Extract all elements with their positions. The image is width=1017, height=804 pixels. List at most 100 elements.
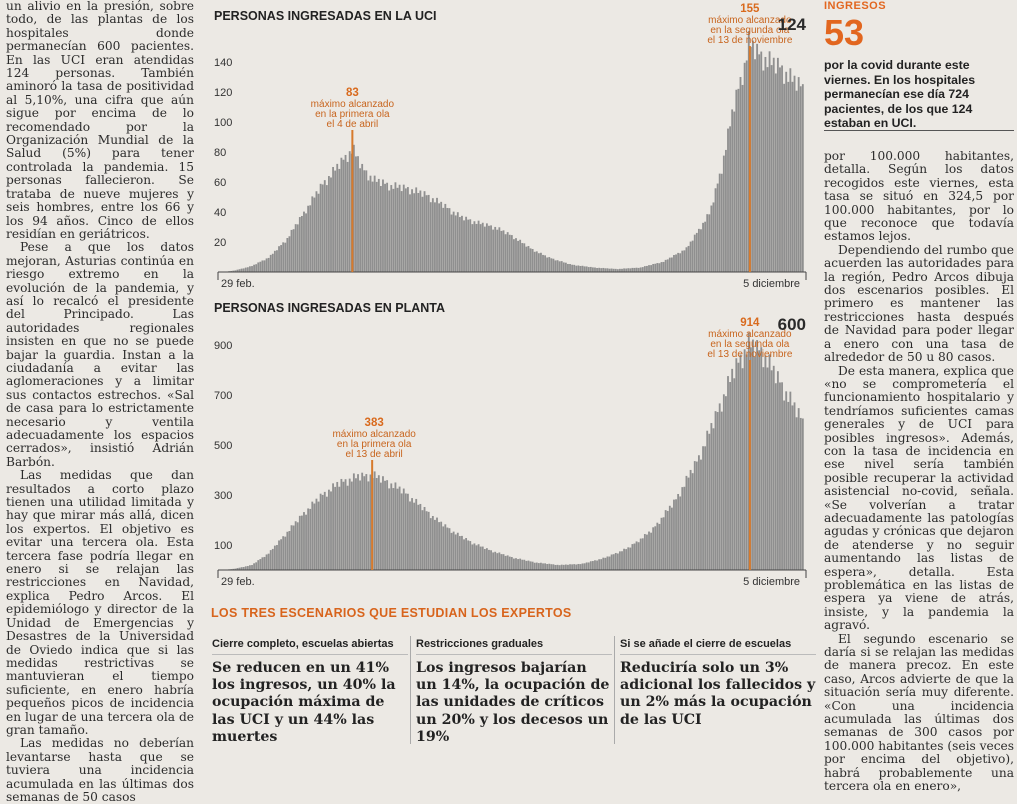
- data-bar: [311, 502, 313, 570]
- peak-label: el 13 de abril: [346, 449, 403, 460]
- data-bar: [280, 539, 282, 570]
- data-bar: [648, 265, 650, 272]
- data-bar: [681, 487, 683, 570]
- data-bar: [440, 202, 442, 272]
- data-bar: [336, 164, 338, 272]
- data-bar: [388, 488, 390, 570]
- data-bar: [430, 518, 432, 570]
- data-bar: [388, 190, 390, 272]
- data-bar: [713, 428, 715, 570]
- data-bar: [259, 262, 261, 272]
- data-bar: [779, 67, 781, 272]
- data-bar: [671, 257, 673, 272]
- data-bar: [640, 267, 642, 272]
- data-bar: [432, 516, 434, 570]
- data-bar: [503, 554, 505, 570]
- data-bar: [802, 84, 804, 272]
- data-bar: [332, 483, 334, 570]
- data-bar: [455, 215, 457, 272]
- data-bar: [775, 383, 777, 570]
- data-bar: [773, 366, 775, 570]
- data-bar: [247, 267, 249, 272]
- data-bar: [600, 559, 602, 570]
- data-bar: [661, 262, 663, 272]
- data-bar: [446, 208, 448, 272]
- data-bar: [644, 266, 646, 272]
- data-bar: [702, 446, 704, 570]
- data-bar: [580, 564, 582, 570]
- data-bar: [638, 268, 640, 272]
- data-bar: [715, 188, 717, 272]
- data-bar: [642, 267, 644, 272]
- data-bar: [345, 479, 347, 570]
- data-bar: [646, 535, 648, 570]
- data-bar: [519, 559, 521, 570]
- data-bar: [463, 539, 465, 570]
- data-bar: [538, 253, 540, 272]
- data-bar: [442, 208, 444, 272]
- data-bar: [401, 493, 403, 570]
- data-bar: [704, 446, 706, 570]
- data-bar: [740, 355, 742, 570]
- data-bar: [345, 155, 347, 272]
- data-bar: [692, 473, 694, 570]
- data-bar: [592, 267, 594, 272]
- peak-value: 83: [346, 87, 359, 99]
- data-bar: [498, 552, 500, 570]
- data-bar: [303, 212, 305, 272]
- peak-label: el 13 de noviembre: [707, 349, 792, 360]
- data-bar: [800, 418, 802, 570]
- data-bar: [557, 260, 559, 272]
- data-bar: [538, 563, 540, 570]
- data-bar: [245, 268, 247, 272]
- data-bar: [496, 230, 498, 272]
- data-bar: [521, 560, 523, 570]
- data-bar: [361, 164, 363, 272]
- data-bar: [604, 268, 606, 272]
- data-bar: [783, 84, 785, 272]
- data-bar: [251, 565, 253, 570]
- data-bar: [463, 220, 465, 272]
- data-bar: [532, 562, 534, 570]
- data-bar: [582, 563, 584, 570]
- data-bar: [461, 216, 463, 272]
- data-bar: [347, 486, 349, 570]
- data-bar: [403, 489, 405, 570]
- data-bar: [245, 566, 247, 570]
- article-paragraph: Dependiendo del rumbo que acuerden las a…: [824, 244, 1014, 365]
- peak-label: el 13 de noviembre: [707, 35, 792, 46]
- data-bar: [706, 431, 708, 570]
- data-bar: [293, 525, 295, 570]
- data-bar: [785, 391, 787, 570]
- data-bar: [380, 186, 382, 272]
- data-bar: [488, 226, 490, 272]
- data-bar: [295, 224, 297, 272]
- data-bar: [760, 347, 762, 570]
- data-bar: [559, 565, 561, 570]
- data-bar: [449, 208, 451, 272]
- data-bar: [796, 91, 798, 272]
- data-bar: [792, 405, 794, 570]
- ingresos-number: 53: [824, 14, 1014, 52]
- data-bar: [397, 489, 399, 570]
- data-bar: [403, 185, 405, 272]
- data-bar: [492, 230, 494, 272]
- data-bar: [320, 184, 322, 272]
- data-bar: [324, 492, 326, 570]
- data-bar: [729, 126, 731, 272]
- data-bar: [368, 180, 370, 272]
- data-bar: [802, 419, 804, 571]
- data-bar: [742, 85, 744, 272]
- data-bar: [563, 262, 565, 272]
- data-bar: [384, 481, 386, 570]
- data-bar: [476, 224, 478, 272]
- data-bar: [280, 245, 282, 272]
- data-bar: [253, 563, 255, 570]
- data-bar: [771, 65, 773, 272]
- data-bar: [386, 183, 388, 272]
- data-bar: [775, 73, 777, 272]
- article-paragraph: Las medidas que dan resultados a corto p…: [6, 469, 194, 737]
- data-bar: [677, 494, 679, 570]
- data-bar: [442, 526, 444, 570]
- data-bar: [286, 532, 288, 570]
